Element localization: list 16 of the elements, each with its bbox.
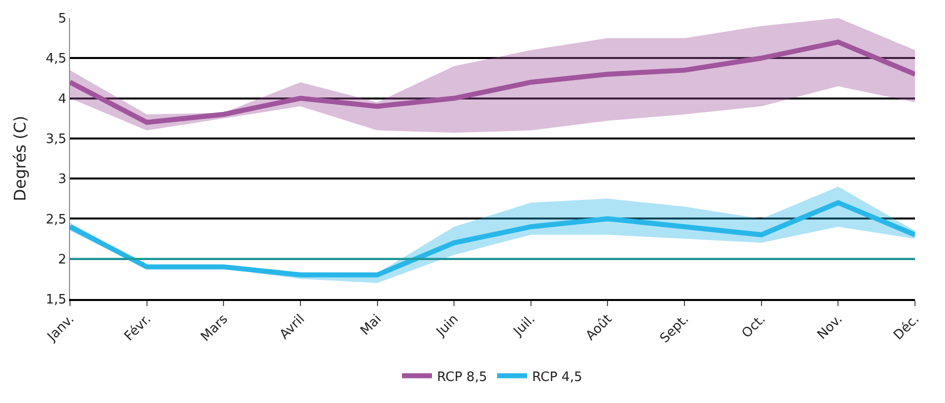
x-tick-label: Oct. <box>739 312 769 342</box>
y-tick-label: 4,5 <box>46 52 66 67</box>
x-tick-label: Mai <box>358 312 385 339</box>
y-tick-label: 2 <box>58 252 66 268</box>
y-tick-label: 3,5 <box>46 132 66 147</box>
legend-label: RCP 8,5 <box>437 370 488 385</box>
y-tick-label: 1,5 <box>46 292 66 308</box>
x-tick-label: Déc. <box>891 312 922 344</box>
x-tick-label: Juil. <box>510 312 538 340</box>
y-axis-title: Degrés (C) <box>10 116 30 202</box>
y-tick-label: 3 <box>58 172 66 188</box>
y-tick-label: 2,5 <box>46 212 66 228</box>
y-tick-label: 4 <box>58 92 66 107</box>
x-tick-label: Nov. <box>814 312 846 343</box>
y-tick-label: 5 <box>58 12 66 27</box>
legend-label: RCP 4,5 <box>532 370 582 385</box>
